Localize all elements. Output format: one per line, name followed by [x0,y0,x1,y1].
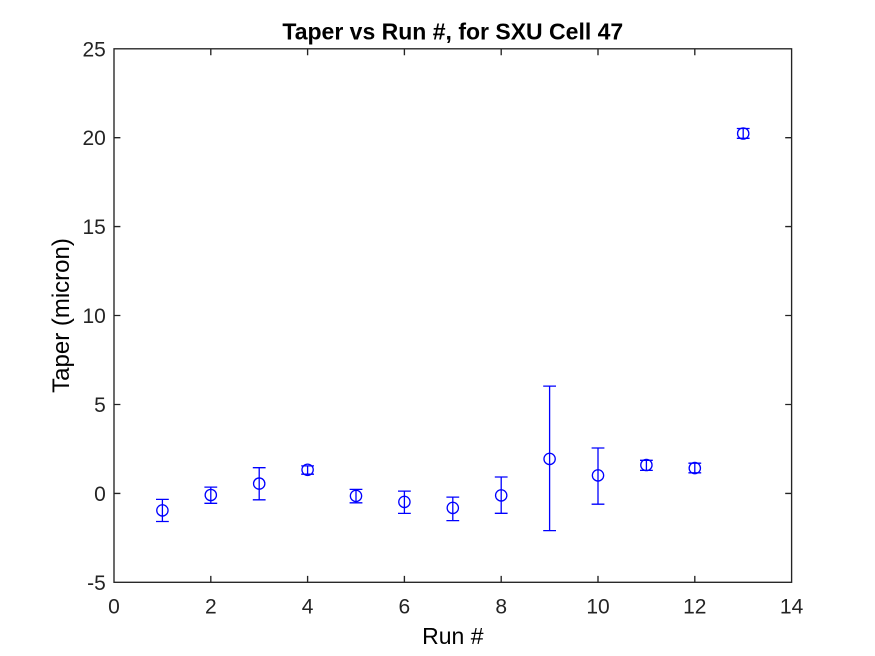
svg-text:Run #: Run # [422,623,484,649]
svg-text:6: 6 [399,596,411,619]
svg-text:0: 0 [108,596,120,619]
svg-text:Taper (micron): Taper (micron) [48,238,75,393]
svg-text:20: 20 [82,127,105,150]
svg-text:10: 10 [586,596,609,619]
svg-text:-5: -5 [87,572,106,595]
svg-text:25: 25 [82,38,105,61]
svg-text:14: 14 [780,596,804,619]
svg-text:4: 4 [302,596,314,619]
svg-text:0: 0 [94,483,106,506]
svg-text:Taper vs Run #, for SXU Cell 4: Taper vs Run #, for SXU Cell 47 [282,18,623,44]
svg-text:12: 12 [683,596,706,619]
svg-text:15: 15 [82,216,105,239]
svg-text:8: 8 [495,596,507,619]
svg-text:2: 2 [205,596,217,619]
svg-text:5: 5 [94,394,106,417]
svg-text:10: 10 [82,305,105,328]
